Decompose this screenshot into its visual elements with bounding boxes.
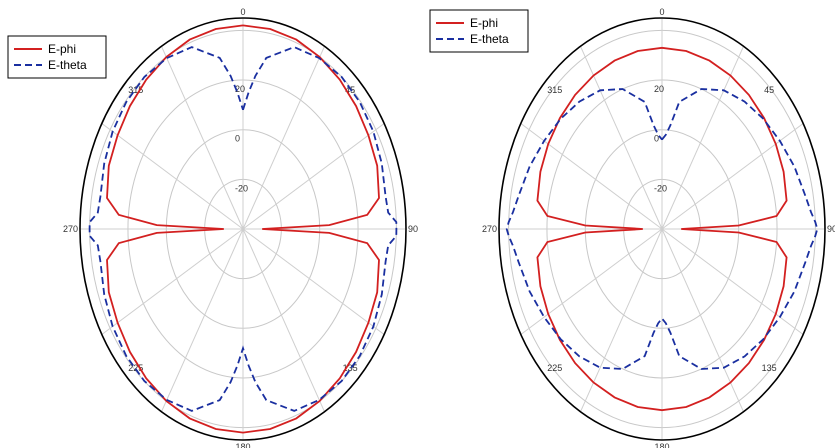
grid-spoke: [661, 228, 744, 412]
angle-tick-label: 180: [654, 442, 669, 448]
angle-tick-label: 45: [764, 85, 774, 95]
right-polar-chart: 20 0 -20 0 45 90 135 180 225 270 315 E-phi E-theta: [429, 7, 835, 448]
angle-tick-label: 135: [343, 363, 358, 373]
angle-tick-label: 270: [63, 224, 78, 234]
grid-spoke: [661, 46, 744, 230]
grid-spoke: [101, 228, 244, 335]
outer-boundary: [498, 17, 826, 441]
grid-spoke: [161, 46, 244, 230]
series-e-theta: [505, 88, 819, 370]
legend-label: E-phi: [470, 16, 498, 30]
grid-spoke: [520, 123, 663, 230]
legend: E-phi E-theta: [7, 35, 107, 79]
angle-tick-label: 270: [482, 224, 497, 234]
grid-spoke: [242, 228, 325, 412]
radial-tick-label: -20: [654, 183, 667, 193]
grid-spoke: [242, 228, 385, 335]
legend-box: [429, 9, 529, 53]
grid-spoke: [661, 228, 804, 335]
radial-tick-label: 0: [235, 134, 240, 144]
series-e-phi: [536, 46, 788, 412]
legend-label: E-theta: [48, 58, 87, 72]
grid-spoke: [242, 46, 325, 230]
angle-tick-label: 180: [235, 442, 250, 448]
grid-spoke: [580, 46, 663, 230]
radial-tick-label: 0: [654, 134, 659, 144]
outer-boundary: [79, 17, 407, 441]
grid-spoke: [580, 228, 663, 412]
series-e-phi: [106, 24, 380, 434]
grid-spoke: [101, 123, 244, 230]
grid-spoke: [242, 123, 385, 230]
angle-tick-label: 0: [659, 7, 664, 17]
series-e-theta: [88, 46, 398, 412]
grid-spoke: [661, 123, 804, 230]
legend: E-phi E-theta: [429, 9, 529, 53]
grid-spoke: [161, 228, 244, 412]
angle-tick-label: 225: [128, 363, 143, 373]
legend-label: E-phi: [48, 42, 76, 56]
radial-tick-label: 20: [654, 84, 664, 94]
angle-tick-label: 135: [762, 363, 777, 373]
angle-tick-label: 90: [408, 224, 418, 234]
radial-tick-label: -20: [235, 183, 248, 193]
angle-tick-label: 90: [827, 224, 835, 234]
grid-spoke: [520, 228, 663, 335]
angle-tick-label: 225: [547, 363, 562, 373]
legend-label: E-theta: [470, 32, 509, 46]
radial-tick-label: 20: [235, 84, 245, 94]
angle-tick-label: 315: [128, 85, 143, 95]
angle-tick-label: 315: [547, 85, 562, 95]
angle-tick-label: 0: [240, 7, 245, 17]
legend-box: [7, 35, 107, 79]
